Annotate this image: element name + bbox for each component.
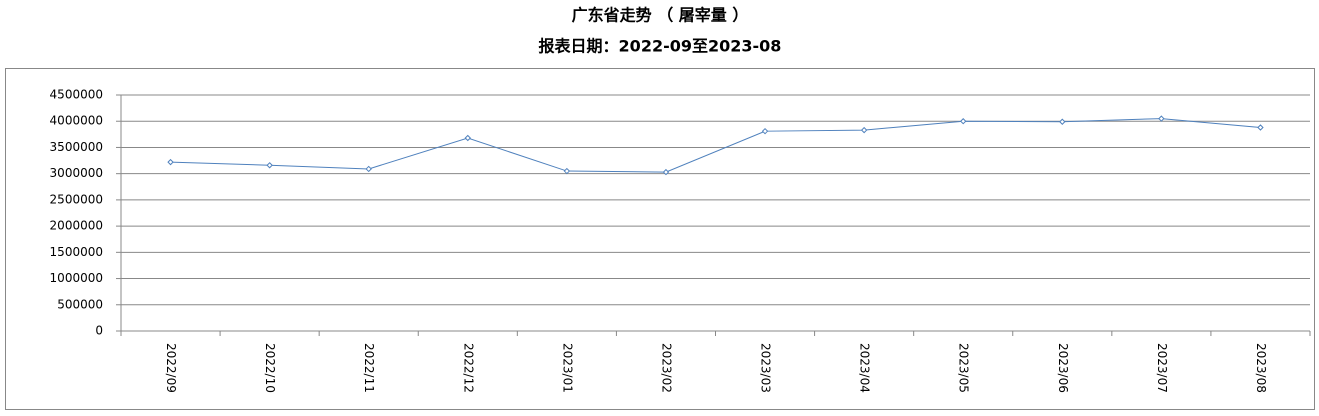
chart-title: 广东省走势 （ 屠宰量 ）	[572, 6, 749, 25]
x-tick-label: 2023/01	[560, 343, 574, 393]
x-tick-label: 2022/12	[461, 343, 475, 393]
line-series	[170, 118, 1261, 173]
y-tick-label: 2500000	[50, 192, 103, 206]
x-tick-label: 2022/11	[362, 343, 376, 393]
point-marker	[1257, 124, 1264, 131]
x-tick-label: 2023/05	[957, 343, 971, 393]
x-tick-label: 2023/02	[659, 343, 673, 393]
point-marker	[563, 167, 571, 175]
x-tick-label: 2023/08	[1254, 343, 1268, 393]
point-marker	[761, 127, 769, 135]
point-marker	[365, 165, 372, 173]
point-marker	[860, 126, 868, 134]
x-tick-label: 2023/06	[1056, 343, 1070, 393]
x-tick-label: 2023/04	[858, 343, 872, 393]
point-marker	[1059, 118, 1066, 125]
chart-frame	[5, 68, 1315, 410]
point-marker	[266, 162, 273, 169]
y-tick-label: 500000	[57, 297, 103, 311]
x-tick-label: 2022/09	[164, 343, 178, 393]
point-marker	[464, 134, 471, 142]
y-tick-label: 0	[95, 324, 103, 338]
x-tick-label: 2023/03	[759, 343, 773, 393]
y-tick-label: 1000000	[50, 271, 103, 285]
y-tick-label: 4000000	[50, 114, 103, 128]
y-tick-label: 4500000	[50, 88, 103, 102]
point-marker	[167, 158, 174, 166]
y-tick-label: 3000000	[50, 166, 103, 180]
y-tick-label: 1500000	[50, 245, 103, 259]
point-marker	[662, 168, 670, 176]
point-marker	[1158, 115, 1165, 122]
point-marker	[960, 118, 967, 125]
x-tick-label: 2023/07	[1155, 343, 1169, 393]
x-tick-label: 2022/10	[263, 343, 277, 393]
chart-subtitle: 报表日期：2022-09至2023-08	[539, 37, 782, 56]
y-tick-label: 2000000	[50, 219, 103, 233]
y-tick-label: 3500000	[50, 140, 103, 154]
